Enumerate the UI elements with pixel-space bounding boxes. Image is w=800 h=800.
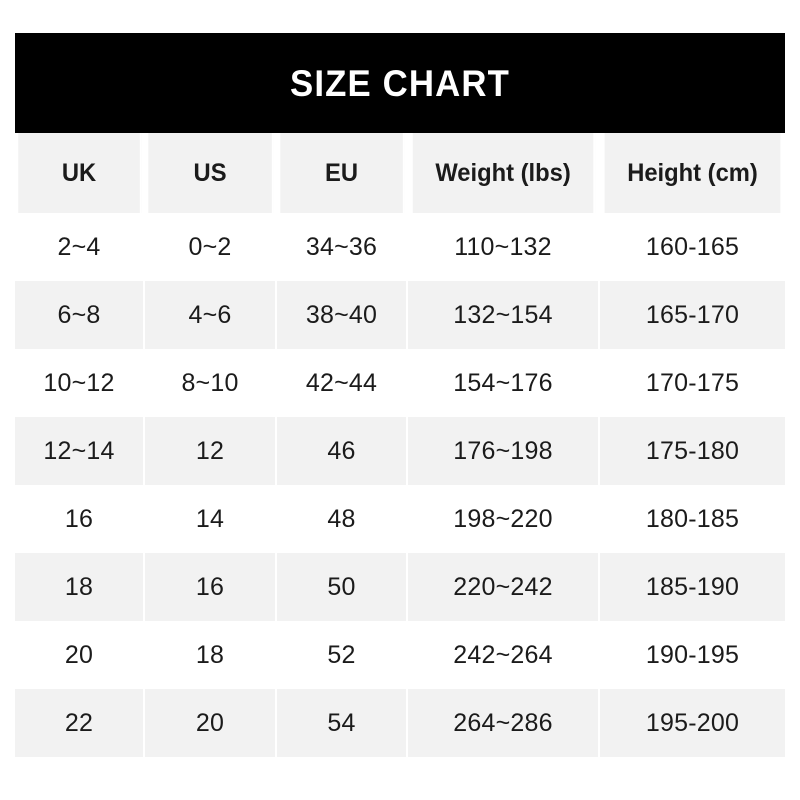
cell-height: 180-185: [600, 485, 785, 553]
cell-uk: 2~4: [15, 213, 145, 281]
table-row: 22 20 54 264~286 195-200: [15, 689, 785, 757]
column-header-us: US: [148, 133, 274, 213]
cell-us: 4~6: [145, 281, 277, 349]
cell-eu: 50: [277, 553, 408, 621]
cell-eu: 52: [277, 621, 408, 689]
cell-uk: 16: [15, 485, 145, 553]
cell-weight: 242~264: [408, 621, 600, 689]
cell-us: 0~2: [145, 213, 277, 281]
cell-height: 195-200: [600, 689, 785, 757]
table-row: 20 18 52 242~264 190-195: [15, 621, 785, 689]
title-band: SIZE CHART: [15, 33, 785, 133]
cell-eu: 48: [277, 485, 408, 553]
cell-us: 14: [145, 485, 277, 553]
cell-height: 160-165: [600, 213, 785, 281]
cell-eu: 38~40: [277, 281, 408, 349]
cell-uk: 22: [15, 689, 145, 757]
cell-weight: 176~198: [408, 417, 600, 485]
cell-height: 190-195: [600, 621, 785, 689]
cell-eu: 46: [277, 417, 408, 485]
column-header-height: Height (cm): [604, 133, 781, 213]
cell-eu: 54: [277, 689, 408, 757]
cell-weight: 220~242: [408, 553, 600, 621]
table-body: 2~4 0~2 34~36 110~132 160-165 6~8 4~6 38…: [15, 213, 785, 757]
page-title: SIZE CHART: [290, 62, 510, 104]
cell-us: 12: [145, 417, 277, 485]
cell-us: 20: [145, 689, 277, 757]
cell-uk: 20: [15, 621, 145, 689]
cell-us: 16: [145, 553, 277, 621]
cell-weight: 110~132: [408, 213, 600, 281]
table-row: 12~14 12 46 176~198 175-180: [15, 417, 785, 485]
cell-uk: 12~14: [15, 417, 145, 485]
column-header-eu: EU: [280, 133, 405, 213]
column-header-weight: Weight (lbs): [412, 133, 596, 213]
cell-us: 8~10: [145, 349, 277, 417]
size-chart-container: SIZE CHART UK US EU Weight (lbs) Height …: [15, 33, 785, 757]
table-row: 18 16 50 220~242 185-190: [15, 553, 785, 621]
cell-uk: 18: [15, 553, 145, 621]
table-row: 16 14 48 198~220 180-185: [15, 485, 785, 553]
cell-uk: 10~12: [15, 349, 145, 417]
cell-eu: 42~44: [277, 349, 408, 417]
table-header: UK US EU Weight (lbs) Height (cm): [15, 133, 785, 213]
table-row: 10~12 8~10 42~44 154~176 170-175: [15, 349, 785, 417]
cell-eu: 34~36: [277, 213, 408, 281]
cell-height: 175-180: [600, 417, 785, 485]
cell-uk: 6~8: [15, 281, 145, 349]
cell-weight: 154~176: [408, 349, 600, 417]
cell-weight: 264~286: [408, 689, 600, 757]
table-row: 6~8 4~6 38~40 132~154 165-170: [15, 281, 785, 349]
cell-weight: 198~220: [408, 485, 600, 553]
column-header-uk: UK: [18, 133, 142, 213]
cell-weight: 132~154: [408, 281, 600, 349]
cell-height: 165-170: [600, 281, 785, 349]
cell-height: 185-190: [600, 553, 785, 621]
header-row: UK US EU Weight (lbs) Height (cm): [15, 133, 785, 213]
size-chart-table: UK US EU Weight (lbs) Height (cm) 2~4 0~…: [15, 133, 785, 757]
cell-us: 18: [145, 621, 277, 689]
cell-height: 170-175: [600, 349, 785, 417]
table-row: 2~4 0~2 34~36 110~132 160-165: [15, 213, 785, 281]
